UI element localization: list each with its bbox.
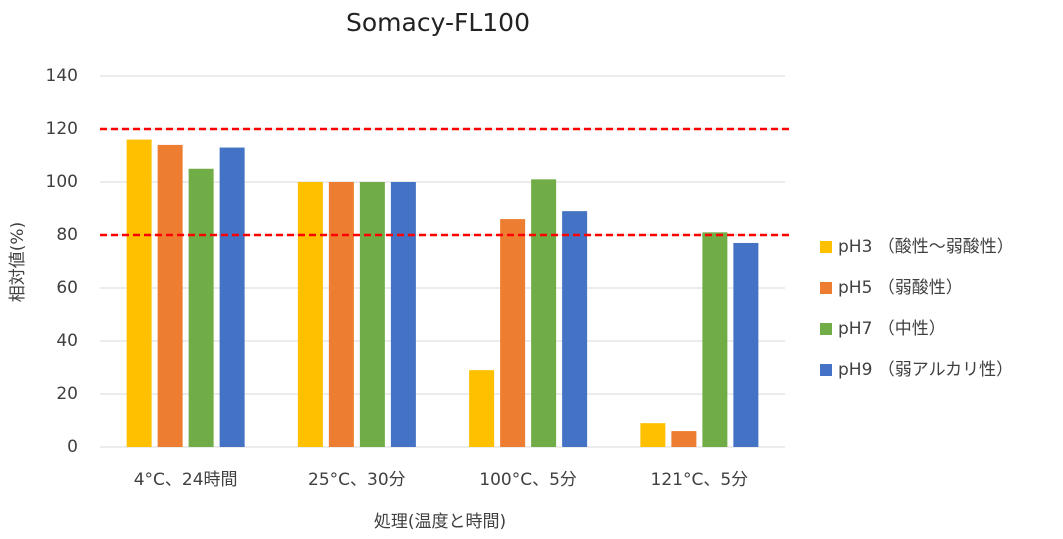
- y-tick-label: 100: [46, 172, 78, 192]
- bar: [500, 219, 526, 447]
- bar: [671, 431, 697, 447]
- x-tick-label: 25°C、30分: [308, 470, 406, 490]
- bar: [328, 182, 354, 447]
- bar: [188, 168, 214, 447]
- y-axis-label: 相対値(%): [8, 222, 28, 302]
- x-axis-label: 処理(温度と時間): [374, 512, 506, 532]
- bar: [297, 182, 323, 447]
- legend-swatch: [820, 241, 832, 253]
- legend-swatch: [820, 323, 832, 335]
- bar: [469, 370, 495, 447]
- x-tick-label: 100°C、5分: [479, 470, 577, 490]
- legend-swatch: [820, 364, 832, 376]
- y-tick-label: 140: [46, 66, 78, 86]
- y-tick-label: 80: [56, 225, 78, 245]
- legend-label: pH9 （弱アルカリ性）: [838, 360, 1013, 380]
- y-tick-label: 20: [56, 384, 78, 404]
- bar: [359, 182, 385, 447]
- x-tick-label: 121°C、5分: [651, 470, 749, 490]
- bar: [702, 232, 728, 447]
- x-tick-label: 4°C、24時間: [134, 470, 238, 490]
- bar: [219, 147, 245, 448]
- bar: [733, 242, 759, 447]
- legend-label: pH7 （中性）: [838, 319, 946, 339]
- bar: [531, 179, 557, 447]
- legend-label: pH5 （弱酸性）: [838, 278, 963, 298]
- bar: [126, 139, 152, 447]
- bar: [562, 211, 588, 447]
- legend-swatch: [820, 282, 832, 294]
- bar: [390, 182, 416, 447]
- y-tick-label: 120: [46, 119, 78, 139]
- chart-title: Somacy-FL100: [346, 8, 530, 37]
- bar: [157, 144, 183, 447]
- legend-label: pH3 （酸性～弱酸性）: [838, 237, 1014, 257]
- y-tick-label: 40: [56, 331, 78, 351]
- y-tick-label: 0: [67, 437, 78, 457]
- y-tick-label: 60: [56, 278, 78, 298]
- bar: [640, 423, 666, 447]
